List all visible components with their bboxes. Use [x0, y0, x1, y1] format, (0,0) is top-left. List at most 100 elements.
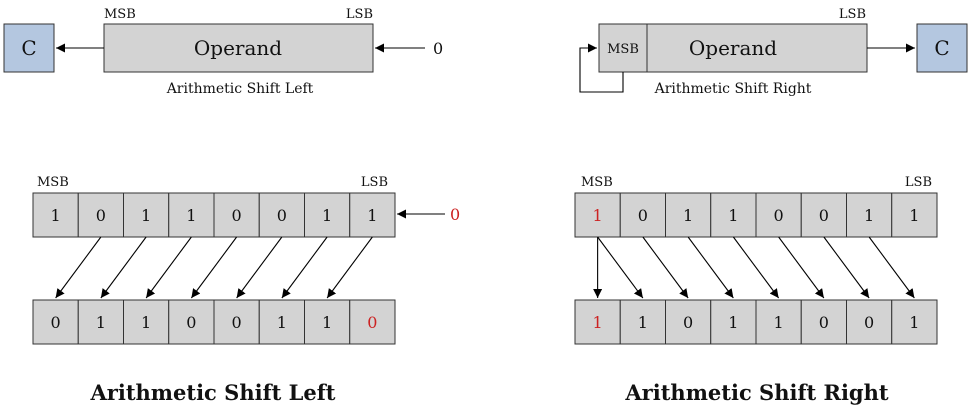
asr-carry-label: C	[934, 36, 949, 60]
asl-before-bit-value: 1	[186, 206, 196, 225]
asr-bits-lsb-label: LSB	[905, 175, 932, 190]
asl-carry-label: C	[21, 36, 36, 60]
asl-before-bit-cell	[123, 192, 170, 238]
asr-shift-arrow	[642, 236, 689, 299]
asr-overview: LSB MSB Operand C Arithmetic Shift Right	[579, 7, 968, 97]
asr-after-bit-value: 1	[638, 313, 648, 332]
asl-shift-arrow	[100, 236, 147, 299]
asl-overview: C MSB LSB Operand 0 Arithmetic Shift Lef…	[3, 7, 443, 97]
asl-before-bit-value: 0	[96, 206, 106, 225]
asr-before-bit-value: 1	[593, 206, 603, 225]
asr-before-register: 1 0 1 1 0 0 1 1	[574, 192, 938, 238]
asl-shift-arrows	[55, 236, 373, 299]
asl-after-bit-value: 0	[186, 313, 196, 332]
asl-title: Arithmetic Shift Left	[90, 380, 336, 405]
asl-shift-arrow	[326, 236, 373, 299]
asl-shift-arrow	[236, 236, 283, 299]
asr-msb-label: MSB	[607, 42, 639, 57]
asl-after-bit-cell	[213, 299, 260, 345]
asl-after-bit-value: 1	[322, 313, 332, 332]
asl-before-bit-value: 0	[277, 206, 287, 225]
asr-after-bit-value: 1	[909, 313, 919, 332]
asl-after-bit-value: 1	[277, 313, 287, 332]
asl-lsb-label: LSB	[346, 7, 373, 22]
asr-after-bit-value: 1	[728, 313, 738, 332]
asl-after-bit-value: 0	[367, 313, 377, 332]
asl-before-bit-cell	[32, 192, 79, 238]
asl-shift-arrow	[55, 236, 102, 299]
asl-operand-box	[103, 23, 374, 73]
asl-input-label: 0	[433, 39, 443, 58]
asr-before-bit-cell	[574, 192, 621, 238]
asl-before-register: 1 0 1 1 0 0 1 1	[32, 192, 396, 238]
asl-caption: Arithmetic Shift Left	[166, 81, 314, 97]
asr-before-bit-value: 1	[864, 206, 874, 225]
asr-operand-box	[598, 23, 868, 73]
asr-after-register: 1 1 0 1 1 0 0 1	[574, 299, 938, 345]
asr-after-bit-cell	[891, 299, 938, 345]
asr-before-bit-cell	[891, 192, 938, 238]
asl-after-bit-value: 0	[51, 313, 61, 332]
asl-msb-label: MSB	[104, 7, 136, 22]
asr-carry-box	[916, 23, 968, 73]
asr-after-bit-cell	[619, 299, 666, 345]
asl-after-bit-value: 1	[96, 313, 106, 332]
asr-before-bit-cell	[800, 192, 847, 238]
asl-before-bit-value: 0	[232, 206, 242, 225]
asl-bits-msb-label: MSB	[37, 175, 69, 190]
asr-shift-arrow	[778, 236, 825, 299]
asl-before-bit-cell	[258, 192, 305, 238]
asl-after-bit-cell	[349, 299, 396, 345]
asr-after-bit-cell	[574, 299, 621, 345]
asr-after-bit-cell	[846, 299, 893, 345]
asr-after-bit-value: 1	[774, 313, 784, 332]
asl-carry-box	[3, 23, 55, 73]
asl-after-bit-value: 1	[141, 313, 151, 332]
asr-before-bit-value: 0	[774, 206, 784, 225]
asl-shift-arrow	[190, 236, 238, 299]
asr-before-bit-value: 1	[683, 206, 693, 225]
asr-before-bit-cell	[846, 192, 893, 238]
asr-shift-arrows	[593, 236, 915, 299]
asl-before-bit-value: 1	[367, 206, 377, 225]
asl-before-bit-cell	[349, 192, 396, 238]
asl-before-bit-cell	[304, 192, 351, 238]
asr-caption: Arithmetic Shift Right	[654, 81, 812, 97]
asl-after-bit-cell	[258, 299, 305, 345]
asl-after-bit-value: 0	[232, 313, 242, 332]
asr-title: Arithmetic Shift Right	[624, 380, 888, 405]
asr-before-bit-cell	[710, 192, 757, 238]
asl-bits-lsb-label: LSB	[361, 175, 388, 190]
asr-before-bit-cell	[665, 192, 712, 238]
asr-shift-arrow	[687, 236, 734, 299]
asr-before-bit-value: 0	[638, 206, 648, 225]
asr-shift-arrow	[868, 236, 915, 299]
asr-bits-msb-label: MSB	[581, 175, 613, 190]
asr-after-bit-value: 0	[683, 313, 693, 332]
asr-shift-arrow	[823, 236, 870, 299]
asr-msb-loop-arrow	[579, 43, 624, 93]
asr-after-bit-cell	[710, 299, 757, 345]
asl-before-bit-cell	[77, 192, 124, 238]
asr-after-bit-value: 0	[864, 313, 874, 332]
asl-before-bit-value: 1	[322, 206, 332, 225]
asl-shift-arrow	[145, 236, 192, 299]
asr-shift-arrow	[732, 236, 780, 299]
asr-after-bit-cell	[800, 299, 847, 345]
asl-operand-label: Operand	[194, 36, 282, 60]
asl-fill-label: 0	[450, 205, 460, 224]
asl-after-bit-cell	[77, 299, 124, 345]
asr-before-bit-value: 0	[819, 206, 829, 225]
asl-before-bit-value: 1	[141, 206, 151, 225]
asr-before-bit-value: 1	[909, 206, 919, 225]
asl-before-bit-value: 1	[51, 206, 61, 225]
asr-after-bit-value: 0	[819, 313, 829, 332]
asr-after-bit-cell	[755, 299, 802, 345]
asr-operand-label: Operand	[689, 36, 777, 60]
asl-after-register: 0 1 1 0 0 1 1 0	[32, 299, 396, 345]
asr-after-bit-value: 1	[593, 313, 603, 332]
asl-shift-arrow	[281, 236, 328, 299]
asl-before-bit-cell	[168, 192, 215, 238]
asl-after-bit-cell	[32, 299, 79, 345]
